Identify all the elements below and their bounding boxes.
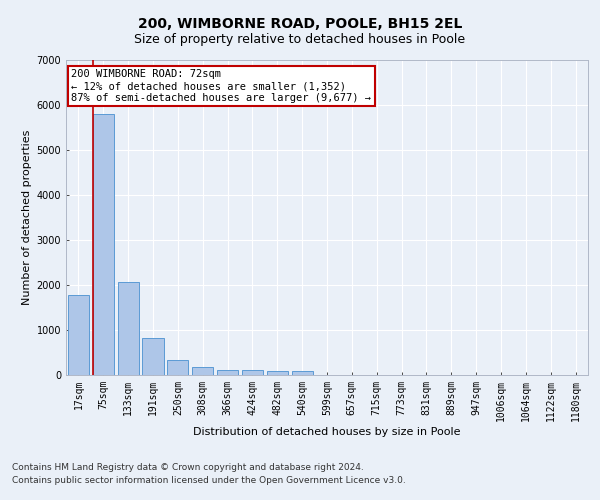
Bar [242, 370, 263, 375]
Text: Size of property relative to detached houses in Poole: Size of property relative to detached ho… [134, 32, 466, 46]
Bar [142, 338, 164, 375]
Y-axis label: Number of detached properties: Number of detached properties [22, 130, 32, 305]
Bar [292, 372, 313, 375]
Text: 200, WIMBORNE ROAD, POOLE, BH15 2EL: 200, WIMBORNE ROAD, POOLE, BH15 2EL [138, 18, 462, 32]
Bar [192, 366, 213, 375]
Bar [118, 282, 139, 375]
Bar [217, 370, 238, 375]
Bar [93, 114, 114, 375]
Bar [167, 360, 188, 375]
Bar [267, 370, 288, 375]
Text: Contains HM Land Registry data © Crown copyright and database right 2024.: Contains HM Land Registry data © Crown c… [12, 464, 364, 472]
X-axis label: Distribution of detached houses by size in Poole: Distribution of detached houses by size … [193, 426, 461, 436]
Text: 200 WIMBORNE ROAD: 72sqm
← 12% of detached houses are smaller (1,352)
87% of sem: 200 WIMBORNE ROAD: 72sqm ← 12% of detach… [71, 70, 371, 102]
Text: Contains public sector information licensed under the Open Government Licence v3: Contains public sector information licen… [12, 476, 406, 485]
Bar [68, 295, 89, 375]
